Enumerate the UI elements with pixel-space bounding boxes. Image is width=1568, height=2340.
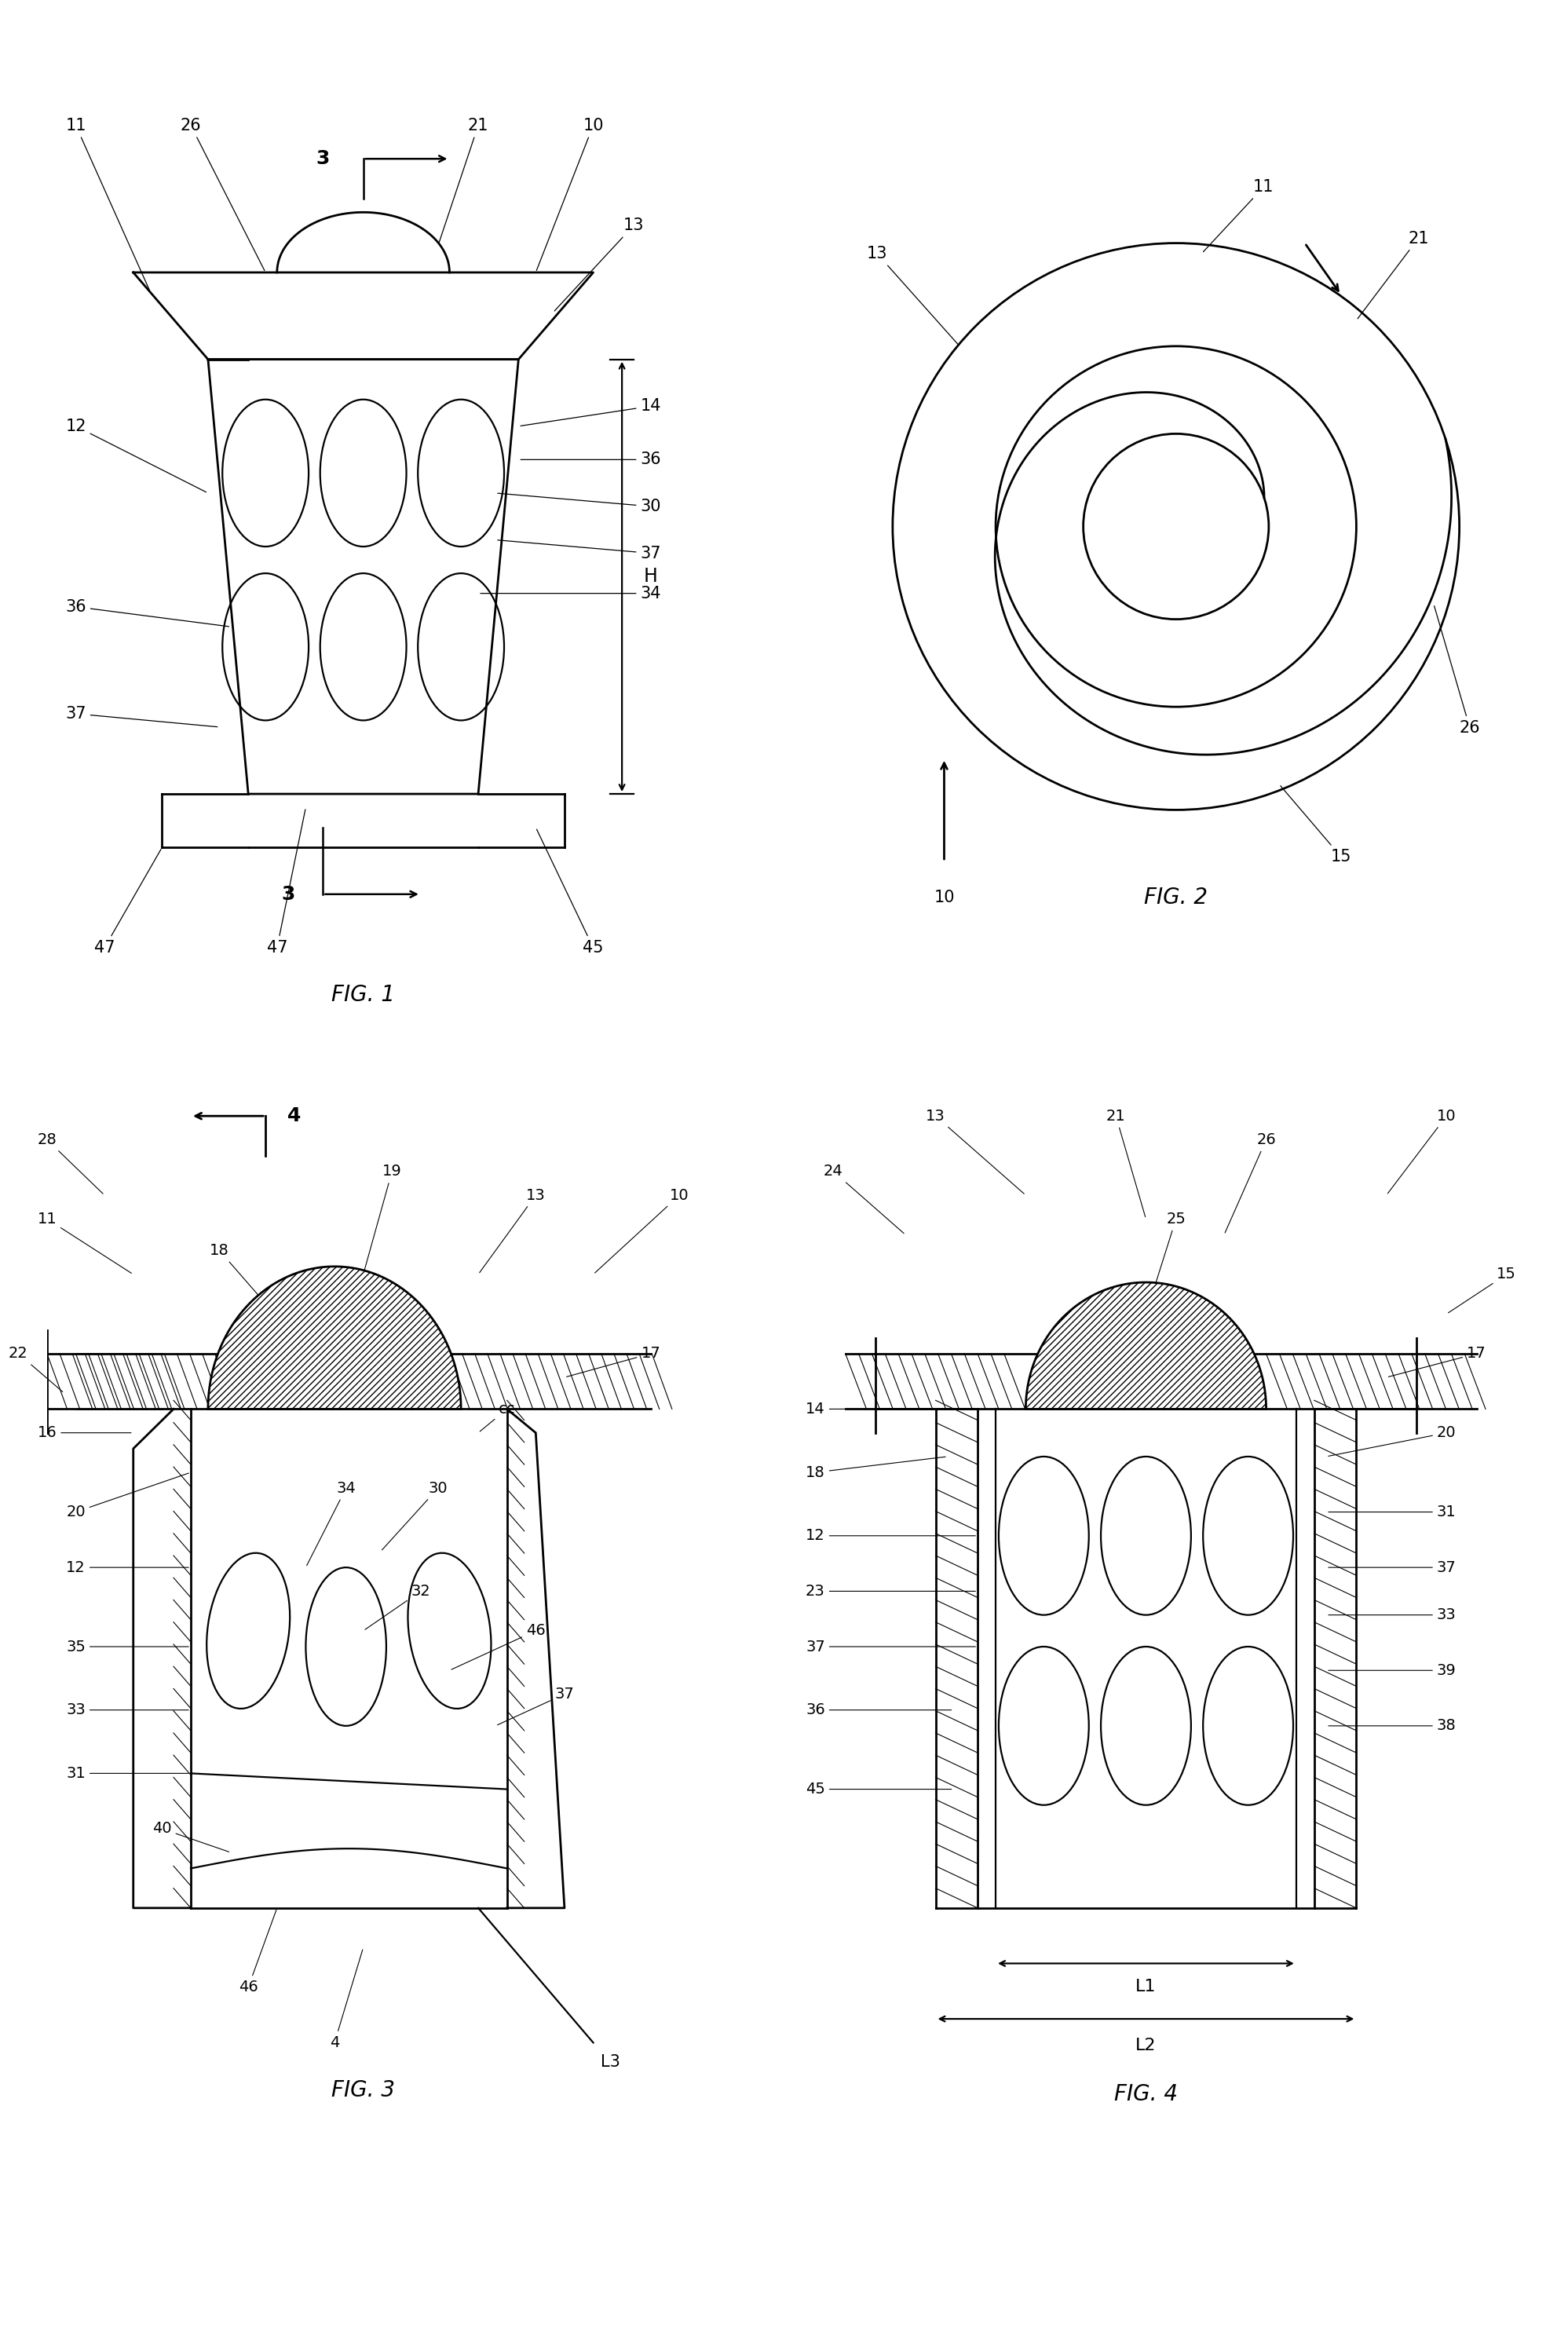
Text: 45: 45	[536, 828, 604, 955]
Text: 34: 34	[480, 585, 662, 601]
Text: 15: 15	[1449, 1266, 1516, 1313]
Text: 37: 37	[497, 541, 662, 562]
Text: 4: 4	[287, 1107, 301, 1126]
Text: L1: L1	[1135, 1980, 1156, 1994]
Text: 34: 34	[307, 1481, 356, 1565]
Text: 16: 16	[38, 1425, 132, 1439]
Text: 14: 14	[521, 398, 662, 426]
Text: 10: 10	[594, 1189, 688, 1273]
Text: FIG. 4: FIG. 4	[1115, 2083, 1178, 2106]
Text: 30: 30	[383, 1481, 447, 1549]
Text: FIG. 2: FIG. 2	[1145, 887, 1207, 908]
Text: 11: 11	[38, 1212, 132, 1273]
Text: 37: 37	[497, 1687, 574, 1725]
Text: 31: 31	[1328, 1505, 1457, 1519]
Polygon shape	[209, 1266, 461, 1409]
Text: 12: 12	[66, 1561, 188, 1575]
Polygon shape	[1025, 1282, 1265, 1409]
Text: 21: 21	[1105, 1109, 1145, 1217]
Text: 17: 17	[566, 1345, 660, 1376]
Text: FIG. 3: FIG. 3	[331, 2080, 395, 2101]
Text: 24: 24	[823, 1163, 903, 1233]
Text: 11: 11	[1203, 180, 1275, 253]
Text: 28: 28	[38, 1133, 103, 1193]
Text: 33: 33	[66, 1704, 188, 1718]
Text: 13: 13	[555, 218, 644, 311]
Text: 12: 12	[66, 419, 205, 491]
Text: 13: 13	[867, 246, 958, 344]
Text: 31: 31	[66, 1767, 188, 1781]
Text: 47: 47	[94, 849, 162, 955]
Text: 37: 37	[66, 707, 218, 728]
Text: L3: L3	[601, 2055, 621, 2069]
Text: 13: 13	[925, 1109, 1024, 1193]
Text: 15: 15	[1281, 786, 1352, 863]
Text: FIG. 1: FIG. 1	[331, 983, 395, 1006]
Text: 10: 10	[935, 889, 955, 906]
Text: 21: 21	[1358, 232, 1428, 318]
Text: 20: 20	[1328, 1425, 1457, 1455]
Text: 22: 22	[8, 1345, 63, 1392]
Text: 26: 26	[1225, 1133, 1276, 1233]
Text: 13: 13	[480, 1189, 546, 1273]
Text: 14: 14	[806, 1402, 903, 1416]
Text: 36: 36	[521, 452, 662, 468]
Text: L2: L2	[1135, 2038, 1156, 2055]
Text: 46: 46	[238, 1909, 276, 1994]
Text: 4: 4	[329, 1949, 362, 2050]
Text: 47: 47	[267, 810, 306, 955]
Text: 17: 17	[1389, 1345, 1486, 1376]
Text: 35: 35	[66, 1640, 188, 1654]
Text: 45: 45	[806, 1781, 952, 1797]
Text: 36: 36	[66, 599, 229, 627]
Text: 32: 32	[365, 1584, 431, 1629]
Text: H: H	[644, 566, 657, 585]
Text: 40: 40	[152, 1821, 229, 1851]
Text: 38: 38	[1328, 1718, 1457, 1734]
Text: 39: 39	[1328, 1664, 1457, 1678]
Text: 18: 18	[210, 1243, 287, 1329]
Text: 20: 20	[66, 1474, 188, 1519]
Text: 36: 36	[806, 1704, 952, 1718]
Text: 21: 21	[439, 117, 489, 243]
Text: 12: 12	[806, 1528, 975, 1542]
Text: 3: 3	[282, 885, 295, 903]
Text: 26: 26	[180, 117, 265, 271]
Text: 10: 10	[536, 117, 604, 271]
Text: 30: 30	[497, 494, 662, 515]
Text: 46: 46	[452, 1624, 546, 1668]
Text: 37: 37	[1328, 1561, 1457, 1575]
Text: 18: 18	[806, 1458, 946, 1479]
Text: 37: 37	[806, 1640, 975, 1654]
Text: 3: 3	[317, 150, 329, 168]
Text: 11: 11	[66, 117, 149, 290]
Text: 26: 26	[1435, 606, 1480, 735]
Text: 19: 19	[364, 1163, 401, 1273]
Text: 10: 10	[1388, 1109, 1457, 1193]
Text: 33: 33	[1328, 1608, 1457, 1622]
Text: 25: 25	[1146, 1212, 1185, 1313]
Text: 23: 23	[806, 1584, 975, 1598]
Text: cc: cc	[480, 1402, 516, 1432]
